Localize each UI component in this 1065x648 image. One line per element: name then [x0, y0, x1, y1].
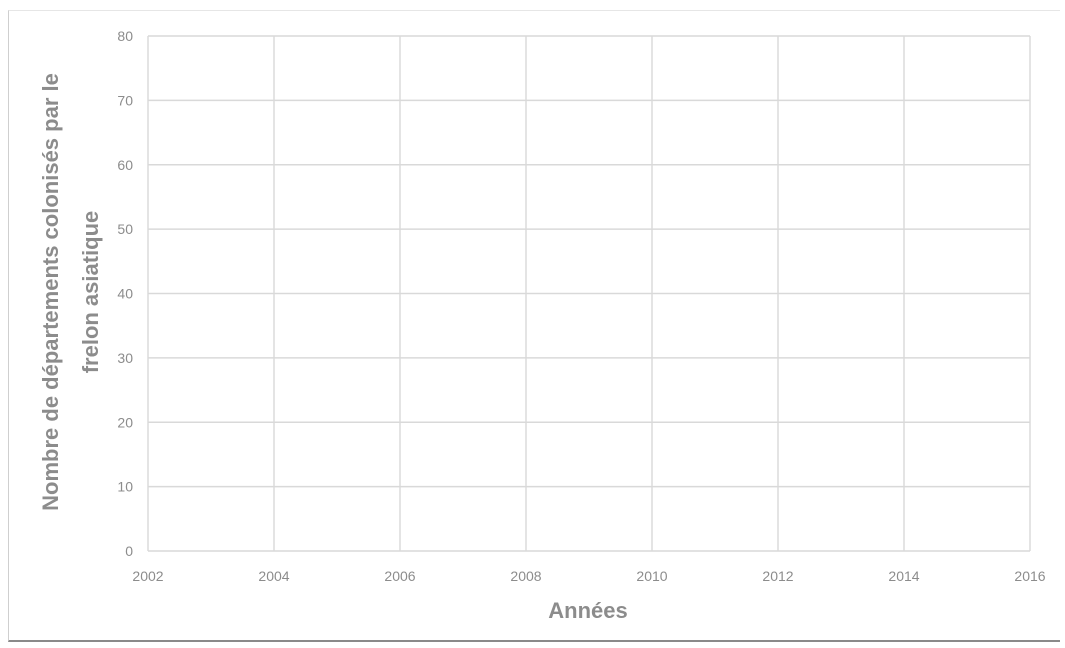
y-tick-label: 10: [117, 479, 133, 495]
y-axis-title-line-2: frelon asiatique: [78, 211, 103, 374]
y-tick-label: 80: [117, 28, 133, 44]
x-tick-label: 2014: [888, 568, 919, 584]
x-tick-label: 2002: [132, 568, 163, 584]
x-tick-label: 2010: [636, 568, 667, 584]
x-tick-label: 2004: [258, 568, 289, 584]
x-axis-tick-labels: 2002 2004 2006 2008 2010 2012 2014 2016: [132, 568, 1045, 584]
y-tick-label: 40: [117, 286, 133, 302]
x-tick-label: 2016: [1014, 568, 1045, 584]
y-tick-label: 70: [117, 92, 133, 108]
y-axis-title: Nombre de départements colonisés par le …: [38, 73, 103, 511]
y-axis-title-line-1: Nombre de départements colonisés par le: [38, 73, 63, 511]
x-tick-label: 2008: [510, 568, 541, 584]
y-axis-tick-labels: 0 10 20 30 40 50 60 70 80: [117, 28, 133, 559]
y-tick-label: 20: [117, 414, 133, 430]
x-axis-title: Années: [548, 598, 627, 623]
x-tick-label: 2012: [762, 568, 793, 584]
chart-frame: [8, 10, 1060, 642]
y-tick-label: 0: [125, 543, 133, 559]
y-tick-label: 50: [117, 221, 133, 237]
x-tick-label: 2006: [384, 568, 415, 584]
horizontal-gridlines: [148, 35, 1030, 552]
y-tick-label: 30: [117, 350, 133, 366]
y-tick-label: 60: [117, 157, 133, 173]
